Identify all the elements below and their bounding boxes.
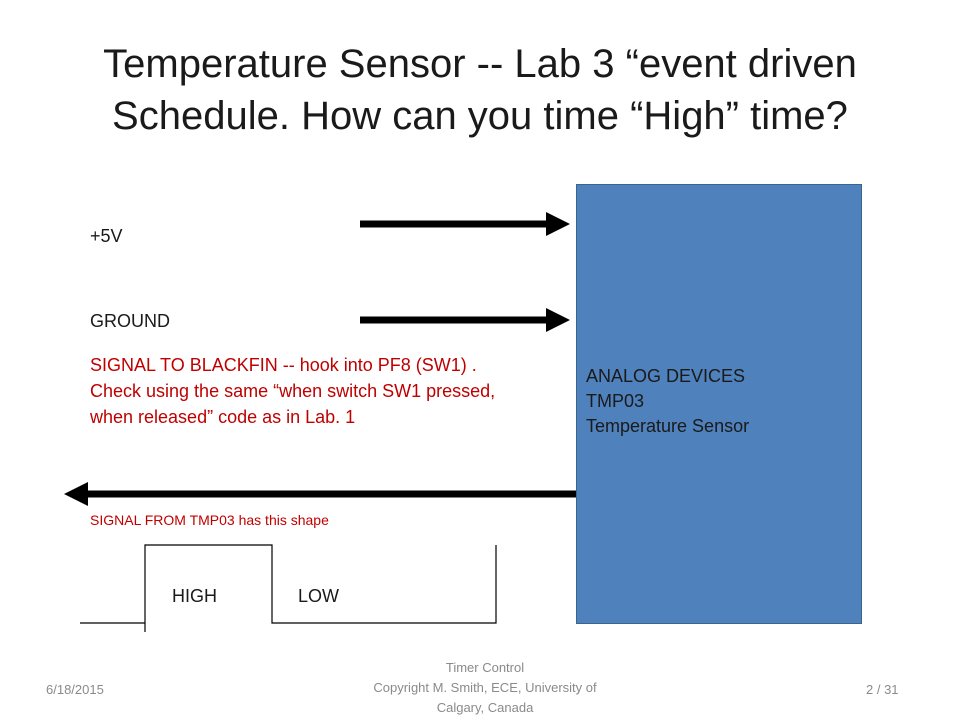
footer-page-number: 2 / 31 bbox=[866, 682, 899, 697]
sensor-line-3: Temperature Sensor bbox=[586, 416, 750, 436]
arrow-signal-out bbox=[64, 482, 576, 506]
waveform-high-label: HIGH bbox=[172, 586, 217, 606]
sensor-line-1: ANALOG DEVICES bbox=[586, 366, 746, 386]
arrow-ground bbox=[360, 308, 570, 332]
slide-title: Temperature Sensor -- Lab 3 “event drive… bbox=[103, 42, 857, 138]
label-ground: GROUND bbox=[90, 311, 170, 331]
sensor-line-2: TMP03 bbox=[586, 391, 645, 411]
label-5v: +5V bbox=[90, 226, 123, 246]
footer-copyright: Timer Control Copyright M. Smith, ECE, U… bbox=[340, 658, 630, 718]
footer-line-2: Copyright M. Smith, ECE, University of bbox=[373, 680, 597, 695]
signal-shape-caption: SIGNAL FROM TMP03 has this shape bbox=[90, 512, 329, 528]
footer-date: 6/18/2015 bbox=[46, 682, 104, 697]
signal-waveform bbox=[80, 544, 497, 632]
footer-line-3: Calgary, Canada bbox=[436, 700, 534, 715]
arrow-5v bbox=[360, 212, 570, 236]
tmp03-sensor-box bbox=[576, 184, 862, 624]
waveform-low-label: LOW bbox=[298, 586, 340, 606]
footer-line-1: Timer Control bbox=[445, 660, 525, 675]
signal-to-blackfin-text: SIGNAL TO BLACKFIN -- hook into PF8 (SW1… bbox=[90, 355, 496, 427]
sensor-box-text: ANALOG DEVICES TMP03 Temperature Sensor bbox=[586, 364, 749, 439]
